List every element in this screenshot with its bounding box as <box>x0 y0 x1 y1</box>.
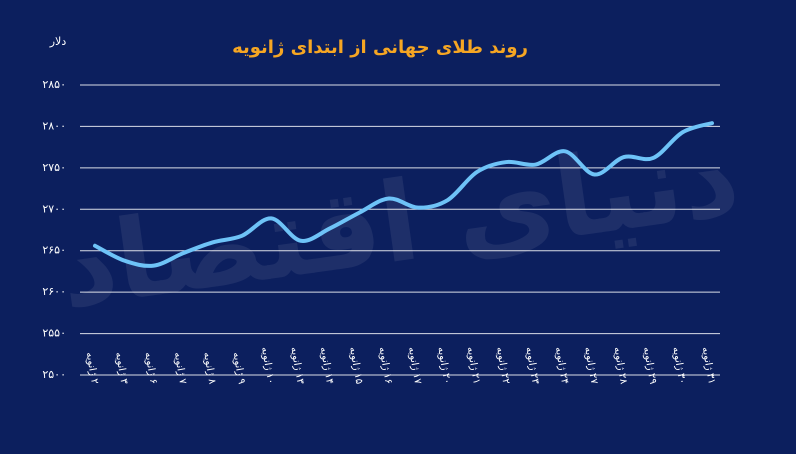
y-tick-label: ۲۷۰۰ <box>42 202 66 215</box>
y-tick-label: ۲۸۵۰ <box>42 78 66 91</box>
y-axis-label: دلار <box>49 35 67 48</box>
y-tick-label: ۲۸۰۰ <box>42 119 66 132</box>
y-tick-label: ۲۷۵۰ <box>42 161 66 174</box>
y-tick-label: ۲۶۰۰ <box>42 285 66 298</box>
y-tick-label: ۲۵۰۰ <box>42 368 66 381</box>
y-tick-label: ۲۵۵۰ <box>42 327 66 340</box>
chart-title: روند طلای جهانی از ابتدای ژانویه <box>232 37 528 58</box>
y-tick-label: ۲۶۵۰ <box>42 244 66 257</box>
price-line <box>93 121 714 268</box>
